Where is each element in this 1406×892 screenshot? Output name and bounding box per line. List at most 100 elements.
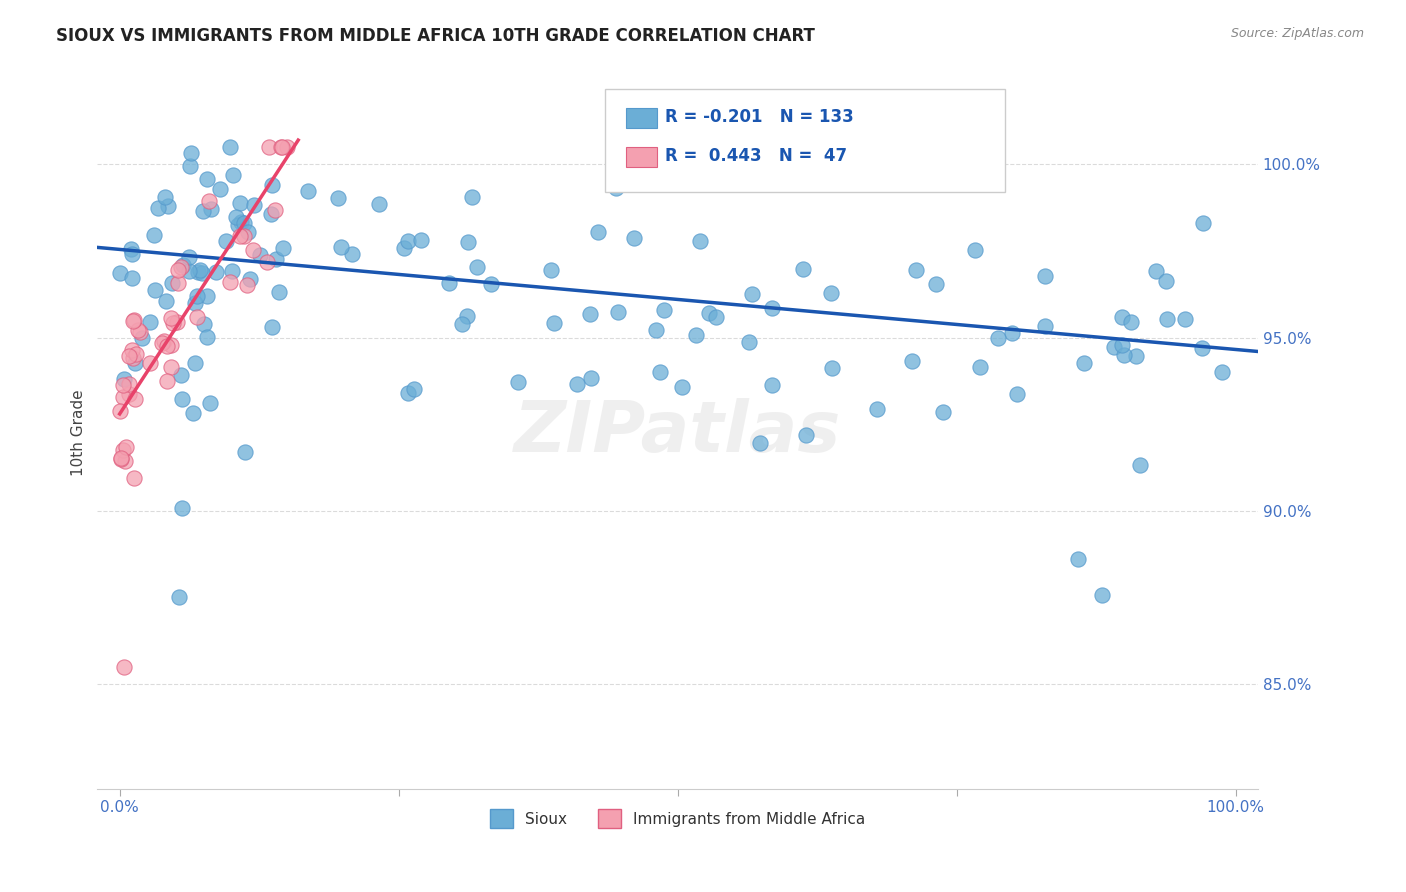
Point (160, 311, 183, 326)
Point (198, 194, 221, 208)
Point (124, 392, 146, 406)
Point (270, 140, 292, 154)
Point (187, 265, 209, 279)
Point (243, 198, 266, 212)
Point (200, 202, 222, 216)
Point (820, 286, 842, 301)
Point (256, 255, 278, 269)
Point (457, 235, 479, 249)
Point (195, 289, 218, 303)
Point (170, 368, 193, 383)
Point (118, 386, 141, 401)
Point (328, 191, 350, 205)
Point (1111, 310, 1133, 324)
Point (451, 317, 474, 331)
Point (1156, 312, 1178, 326)
Point (225, 210, 247, 224)
Point (184, 356, 207, 370)
Point (122, 314, 145, 328)
Point (465, 260, 488, 274)
Point (396, 386, 419, 401)
Point (170, 501, 193, 516)
Point (704, 310, 727, 325)
Point (121, 247, 143, 261)
Point (1033, 319, 1056, 334)
Point (650, 365, 672, 379)
Point (125, 347, 148, 361)
Text: Source: ZipAtlas.com: Source: ZipAtlas.com (1230, 27, 1364, 40)
Point (112, 443, 135, 458)
Point (239, 272, 262, 286)
Point (1033, 269, 1056, 284)
Point (218, 275, 240, 289)
Point (987, 331, 1010, 345)
Point (156, 339, 179, 353)
Point (204, 265, 226, 279)
Point (329, 240, 352, 254)
Point (186, 288, 208, 302)
Point (150, 335, 173, 350)
Point (229, 229, 252, 244)
Point (184, 296, 207, 310)
Point (652, 302, 675, 317)
Point (264, 252, 287, 267)
Point (111, 378, 134, 392)
Point (195, 172, 218, 186)
Point (1154, 274, 1177, 288)
Point (1005, 387, 1028, 401)
Point (127, 323, 149, 337)
Point (479, 277, 502, 291)
Point (139, 316, 162, 330)
Point (689, 234, 711, 248)
Point (167, 591, 190, 605)
Point (153, 190, 176, 204)
Point (221, 263, 243, 277)
Point (1174, 312, 1197, 326)
Point (738, 334, 761, 349)
Point (249, 248, 271, 262)
Point (1119, 315, 1142, 329)
Point (623, 231, 645, 245)
Point (456, 309, 478, 323)
Point (118, 376, 141, 391)
Point (270, 140, 292, 154)
Point (821, 360, 844, 375)
Point (543, 316, 565, 330)
Point (586, 225, 609, 239)
Point (172, 258, 194, 272)
Point (260, 207, 283, 221)
Point (685, 327, 707, 342)
Point (866, 402, 889, 417)
Text: SIOUX VS IMMIGRANTS FROM MIDDLE AFRICA 10TH GRADE CORRELATION CHART: SIOUX VS IMMIGRANTS FROM MIDDLE AFRICA 1… (56, 27, 815, 45)
Y-axis label: 10th Grade: 10th Grade (72, 390, 86, 476)
Point (901, 354, 924, 368)
Point (1111, 338, 1133, 352)
Point (160, 338, 183, 352)
Point (242, 243, 264, 257)
Point (229, 196, 252, 211)
Point (273, 241, 295, 255)
Point (260, 320, 283, 334)
Point (925, 277, 948, 292)
Point (411, 233, 433, 247)
Point (761, 378, 783, 392)
Point (264, 202, 287, 217)
Point (1073, 356, 1095, 370)
Point (170, 392, 193, 406)
Point (367, 197, 389, 211)
Point (1144, 264, 1167, 278)
Point (969, 359, 991, 374)
Point (1191, 341, 1213, 355)
Point (233, 444, 256, 458)
Point (222, 168, 245, 182)
Point (402, 382, 425, 396)
Point (963, 243, 986, 257)
Point (605, 181, 627, 195)
Point (233, 228, 256, 243)
Point (508, 375, 530, 389)
Point (193, 204, 215, 219)
Point (181, 406, 204, 420)
Point (180, 145, 202, 160)
Point (167, 263, 190, 277)
Point (1192, 216, 1215, 230)
